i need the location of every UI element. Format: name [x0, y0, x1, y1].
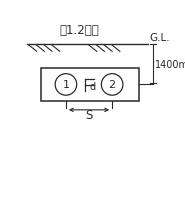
Circle shape [55, 74, 77, 96]
Text: 2: 2 [109, 80, 116, 90]
Text: ［1.2条］: ［1.2条］ [59, 24, 99, 37]
Text: 1400mm: 1400mm [154, 59, 185, 69]
Circle shape [101, 74, 123, 96]
Text: G.L.: G.L. [149, 33, 170, 43]
Bar [41, 69, 139, 101]
Text: S: S [85, 109, 93, 121]
Text: 1: 1 [63, 80, 69, 90]
Text: d: d [89, 82, 95, 92]
